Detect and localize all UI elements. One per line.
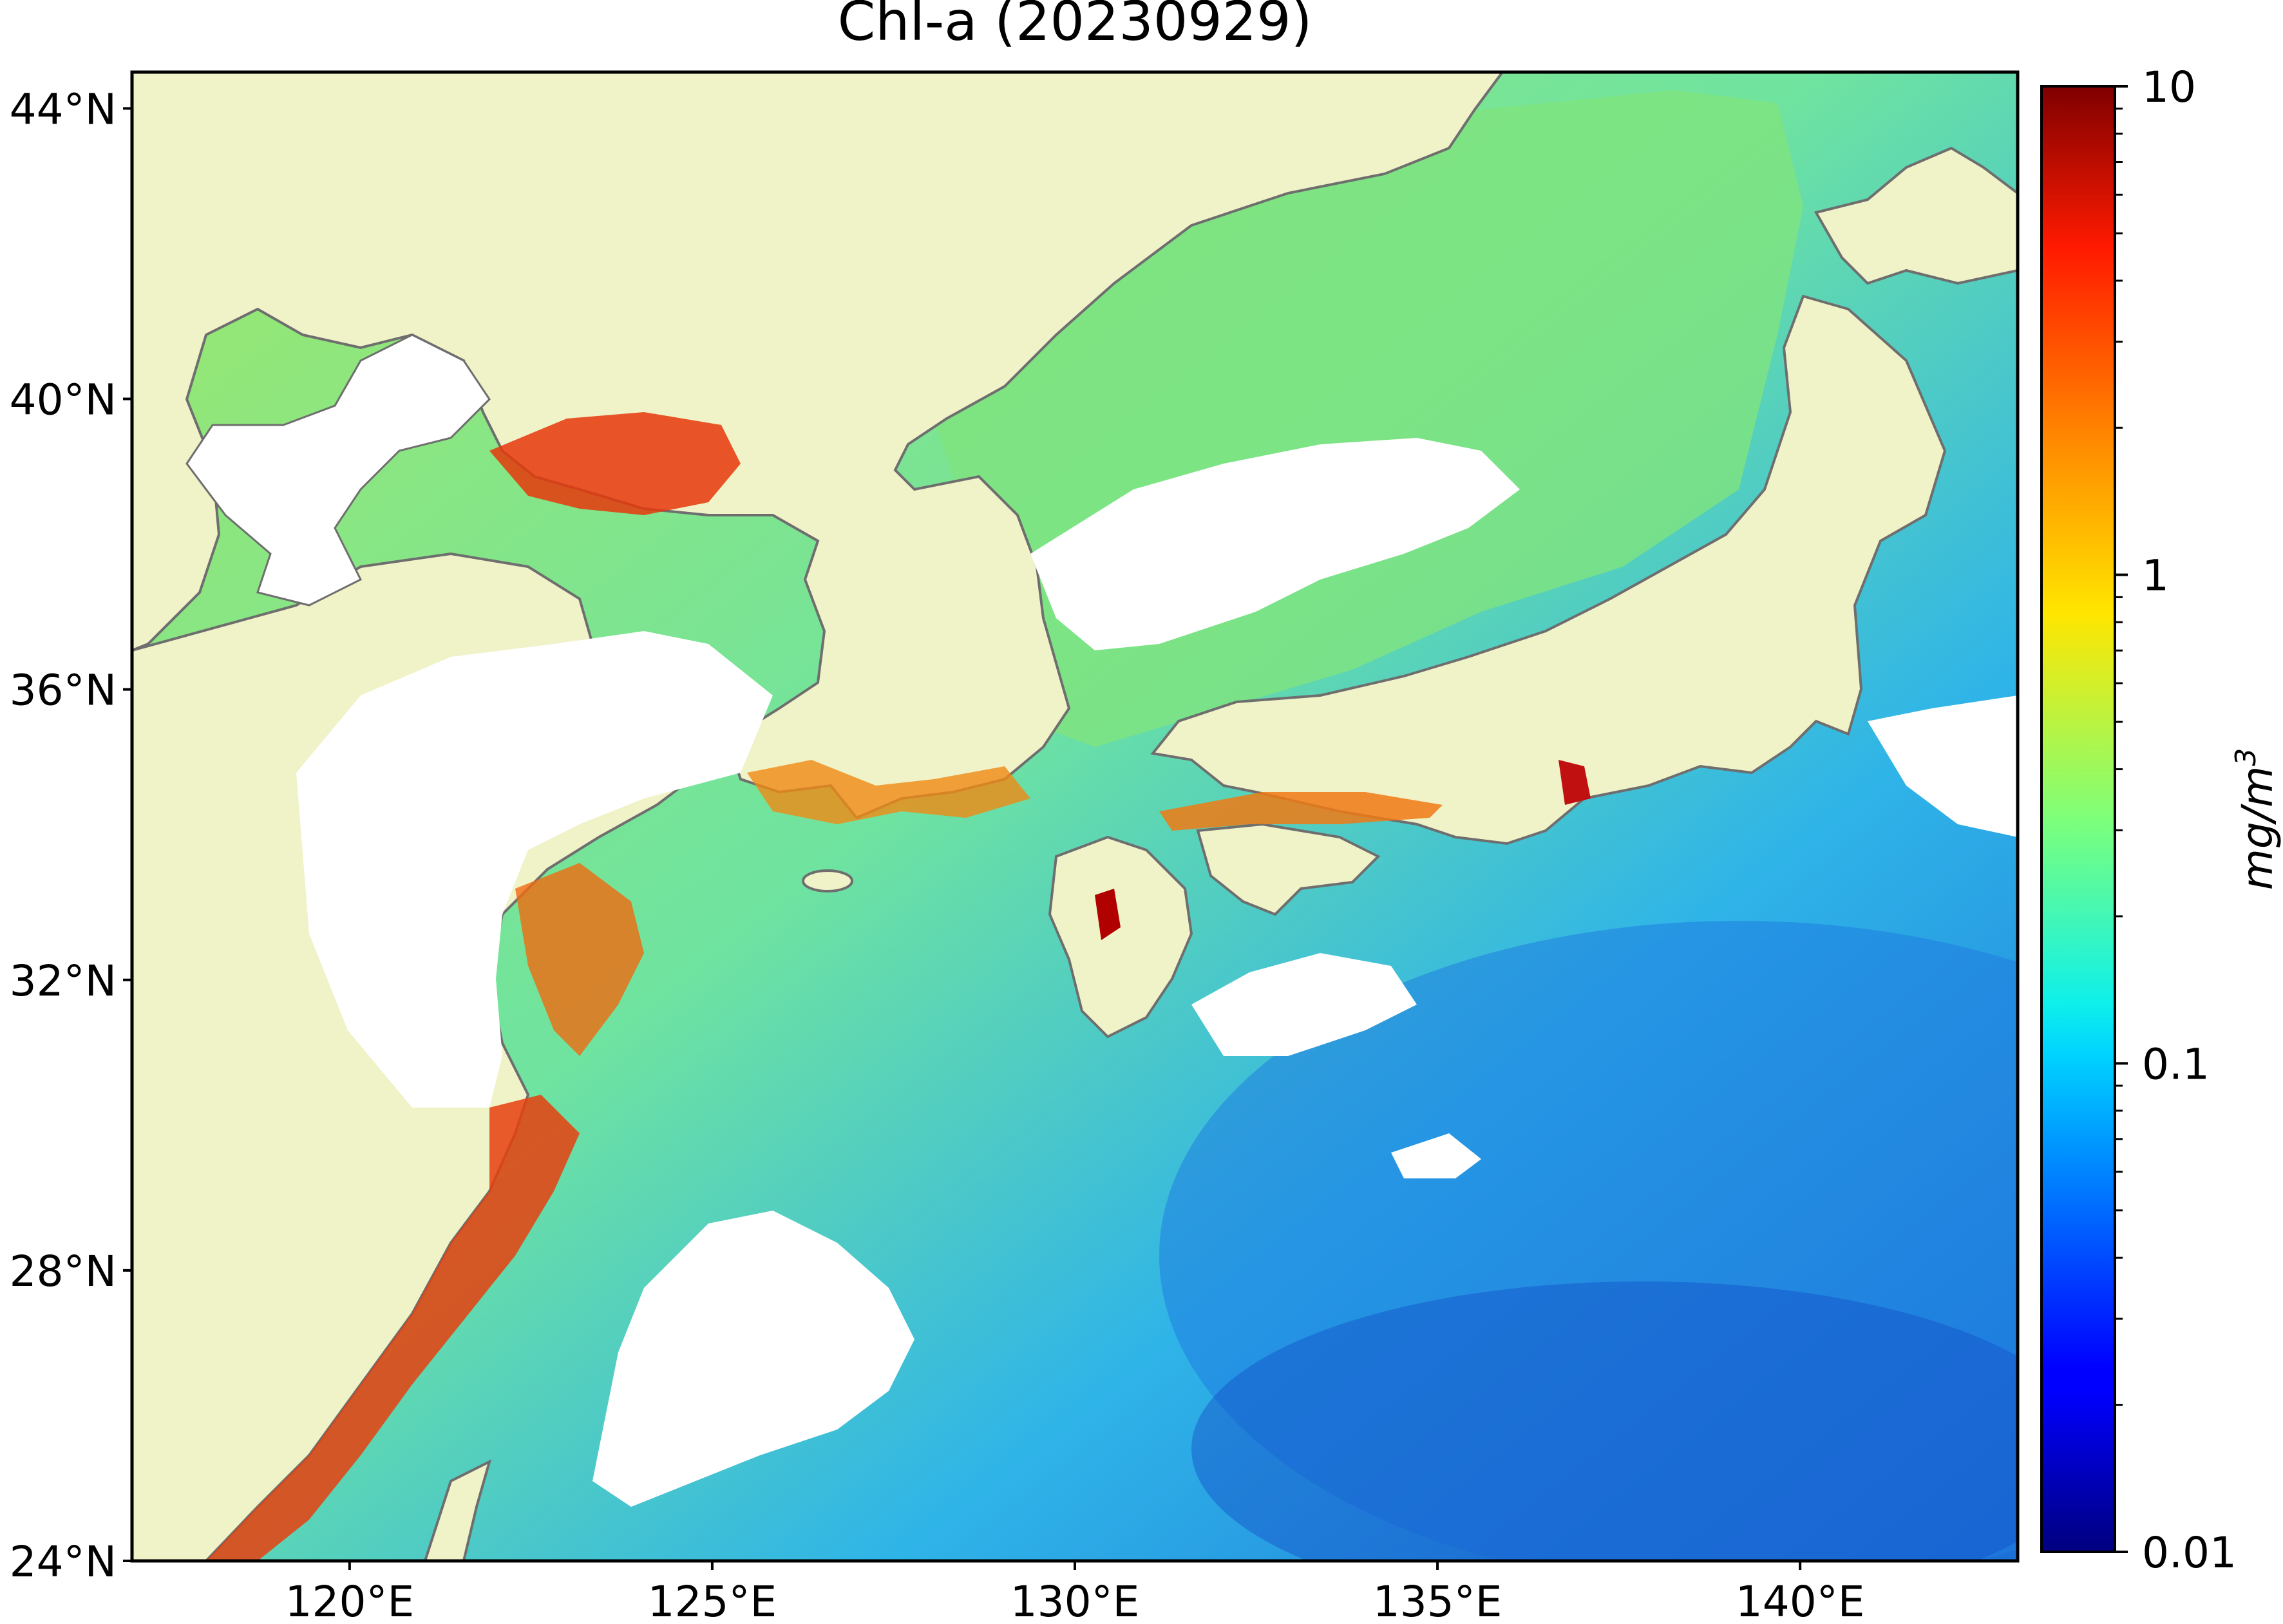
map-title: Chl-a (20230929) [838, 0, 1312, 53]
latitude-axis: 44°N 40°N 36°N 32°N 28°N 24°N [10, 84, 132, 1587]
colorbar: 10 1 0.1 0.01 mg/m3 [2040, 62, 2282, 1578]
colorbar-tick-label: 10 [2142, 62, 2196, 112]
longitude-label: 130°E [1010, 1577, 1140, 1624]
no-data-pacific-2 [1391, 1133, 1481, 1178]
latitude-label: 32°N [10, 956, 117, 1006]
colorbar-ticks: 10 1 0.1 0.01 [2115, 62, 2237, 1578]
colorbar-frame [2040, 85, 2116, 1553]
map-area [132, 72, 2018, 1561]
high-chl-liaodong [489, 412, 741, 515]
colorbar-tick-label: 1 [2142, 551, 2169, 601]
high-chl-seto [1159, 792, 1443, 831]
latitude-label: 24°N [10, 1537, 117, 1587]
colorbar-tick-label: 0.01 [2142, 1528, 2237, 1578]
low-chl-core [1191, 1281, 2018, 1561]
colorbar-label: mg/m3 [2230, 748, 2282, 891]
colorbar-gradient [2041, 86, 2115, 1552]
longitude-label: 135°E [1373, 1577, 1502, 1624]
land-taiwan [423, 1459, 492, 1561]
longitude-axis: 120°E 125°E 130°E 135°E 140°E [285, 1561, 1865, 1624]
latitude-label: 40°N [10, 375, 117, 425]
longitude-label: 125°E [648, 1577, 777, 1624]
latitude-label: 44°N [10, 84, 117, 134]
land-honshu [1150, 294, 1947, 845]
land-shikoku [1196, 822, 1381, 916]
no-data-bohai [185, 334, 491, 607]
colorbar-tick-label: 0.1 [2142, 1039, 2210, 1089]
high-chl-yangtze [515, 863, 644, 1056]
high-chl-china-coast [206, 1095, 580, 1561]
land-kyushu [1048, 835, 1193, 1039]
low-chl-region [1159, 921, 2018, 1561]
latitude-label: 28°N [10, 1247, 117, 1296]
no-data-pacific-1 [1191, 953, 1417, 1056]
no-data-sea-of-japan [1030, 438, 1520, 650]
no-data-pacific-3 [1868, 695, 2018, 837]
longitude-label: 140°E [1736, 1577, 1865, 1624]
high-chl-korea-south [747, 760, 1030, 824]
high-chl-ariake [1095, 889, 1121, 940]
land-hokkaido [1814, 146, 2018, 285]
colorbar-label-superscript: 3 [2230, 748, 2262, 766]
land-jeju [802, 869, 853, 892]
high-chl-ise [1558, 760, 1591, 805]
latitude-label: 36°N [10, 666, 117, 715]
no-data-yellow-sea [296, 631, 773, 1108]
longitude-label: 120°E [285, 1577, 415, 1624]
no-data-east-china-sea [592, 1211, 914, 1507]
colorbar-label-text: mg/m [2233, 766, 2282, 891]
